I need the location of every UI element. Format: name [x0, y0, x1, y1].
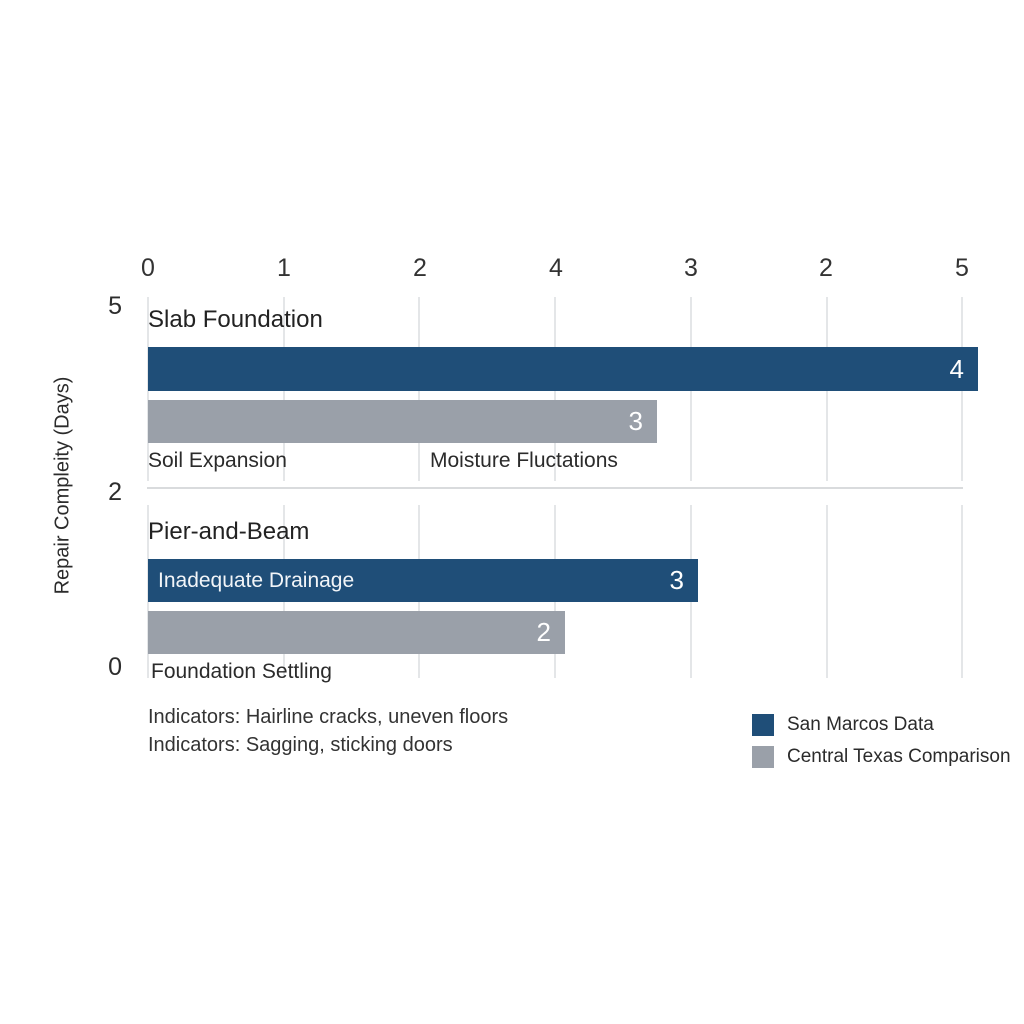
bar-value-label: 3 [628, 406, 643, 436]
legend: San Marcos Data Central Texas Comparison [752, 714, 1011, 778]
top-axis-tick: 3 [684, 254, 698, 282]
group-separator-line [147, 487, 963, 489]
legend-swatch-central-texas [752, 746, 774, 768]
group-title-slab-foundation: Slab Foundation [148, 306, 323, 333]
legend-label: Central Texas Comparison [787, 746, 1011, 767]
top-axis-tick: 2 [819, 254, 833, 282]
note-indicators-slab: Indicators: Hairline cracks, uneven floo… [148, 706, 509, 728]
cause-label-soil-expansion: Soil Expansion [148, 449, 287, 472]
gridline [961, 505, 963, 678]
bar-value-label: 4 [949, 353, 964, 384]
y-axis-label: Repair Compleity (Days) [51, 376, 74, 595]
bar-slab-san-marcos: 4 [148, 347, 978, 391]
top-axis-tick: 5 [955, 254, 969, 282]
legend-label: San Marcos Data [787, 714, 934, 735]
bar-pier-central-texas: 2 [148, 611, 565, 654]
gridline [826, 505, 828, 678]
left-axis-tick: 5 [108, 292, 122, 320]
top-axis-tick: 2 [413, 254, 427, 282]
left-axis-tick: 0 [108, 653, 122, 681]
bar-inner-label-inadequate-drainage: Inadequate Drainage [158, 568, 355, 592]
cause-label-foundation-settling: Foundation Settling [151, 660, 332, 683]
legend-row-central-texas: Central Texas Comparison [752, 746, 1011, 768]
cause-label-moisture-fluctations: Moisture Fluctations [430, 449, 618, 472]
top-axis-tick: 0 [141, 254, 155, 282]
left-axis-tick: 2 [108, 478, 122, 506]
bar-slab-central-texas: 3 [148, 400, 657, 443]
legend-row-san-marcos: San Marcos Data [752, 714, 1011, 736]
bar-pier-san-marcos: Inadequate Drainage 3 [148, 559, 698, 602]
top-axis-tick: 4 [549, 254, 563, 282]
legend-swatch-san-marcos [752, 714, 774, 736]
note-indicators-pier: Indicators: Sagging, sticking doors [148, 734, 453, 756]
top-axis-tick: 1 [277, 254, 291, 282]
bar-value-label: 3 [669, 565, 684, 595]
group-title-pier-and-beam: Pier-and-Beam [148, 518, 310, 545]
bar-value-label: 2 [536, 617, 551, 647]
